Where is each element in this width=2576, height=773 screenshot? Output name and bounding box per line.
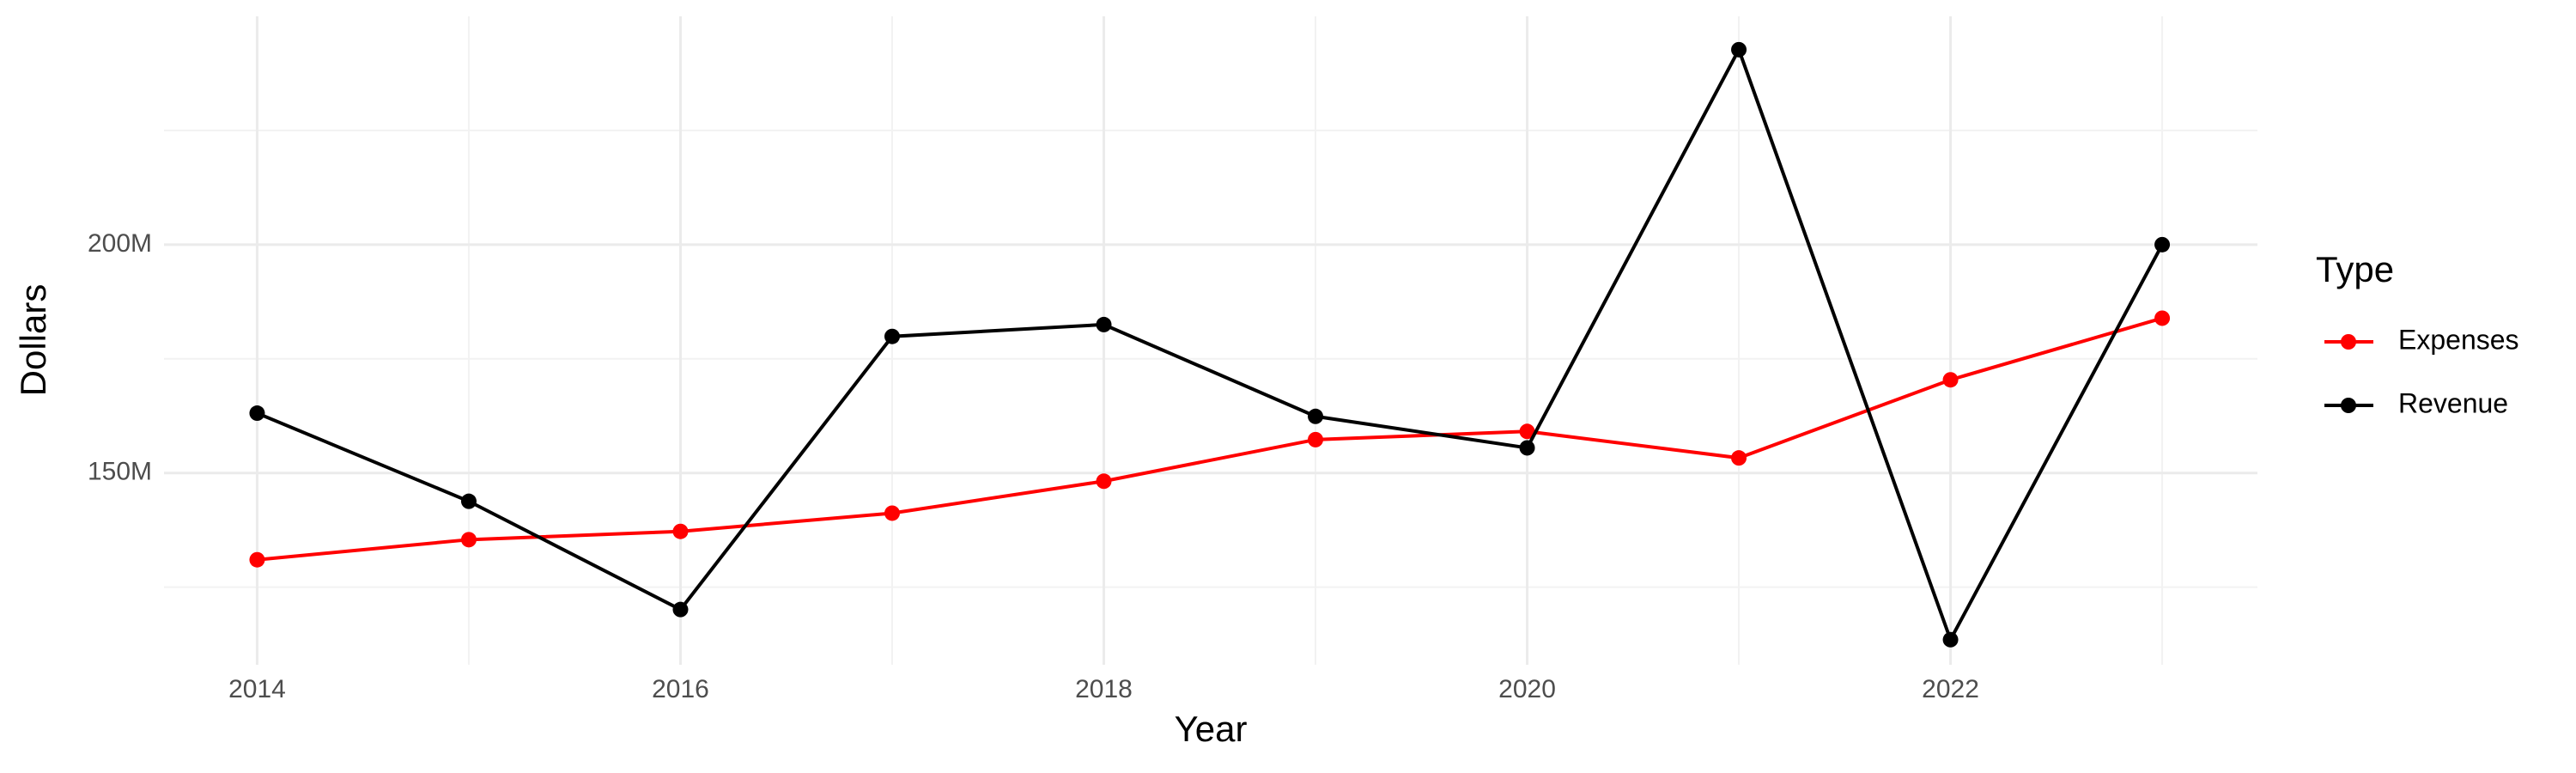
data-point	[1731, 450, 1747, 466]
data-point	[1519, 440, 1535, 456]
data-point	[1942, 372, 1959, 388]
data-point	[1942, 631, 1959, 648]
y-tick-label: 150M	[88, 458, 152, 486]
x-axis-title: Year	[1175, 709, 1248, 749]
data-point	[1519, 423, 1535, 440]
series-line	[256, 45, 2164, 644]
data-point	[884, 505, 900, 521]
y-tick-label: 200M	[88, 229, 152, 258]
data-point	[672, 523, 689, 539]
x-tick-label: 2020	[1498, 675, 1556, 703]
legend-label: Revenue	[2398, 387, 2508, 418]
data-point	[1308, 431, 1324, 447]
x-tick-label: 2018	[1075, 675, 1133, 703]
y-axis-title: Dollars	[13, 284, 53, 397]
x-tick-label: 2022	[1922, 675, 1979, 703]
data-point	[1308, 408, 1324, 424]
data-point	[1096, 473, 1112, 490]
data-point	[1096, 316, 1112, 332]
data-point	[249, 551, 265, 568]
data-point	[884, 328, 900, 344]
data-point	[460, 493, 477, 509]
data-point	[1731, 41, 1747, 58]
series-line	[257, 316, 2163, 562]
data-point	[2154, 236, 2171, 253]
legend-label: Expenses	[2398, 324, 2519, 355]
data-point	[460, 532, 477, 548]
data-point	[672, 601, 689, 618]
legend-key-point	[2341, 334, 2356, 350]
data-point	[249, 405, 265, 422]
x-tick-label: 2014	[228, 675, 286, 703]
data-point	[2154, 310, 2171, 326]
x-tick-label: 2016	[652, 675, 709, 703]
legend-title: Type	[2316, 249, 2394, 289]
legend-key-point	[2341, 398, 2356, 413]
